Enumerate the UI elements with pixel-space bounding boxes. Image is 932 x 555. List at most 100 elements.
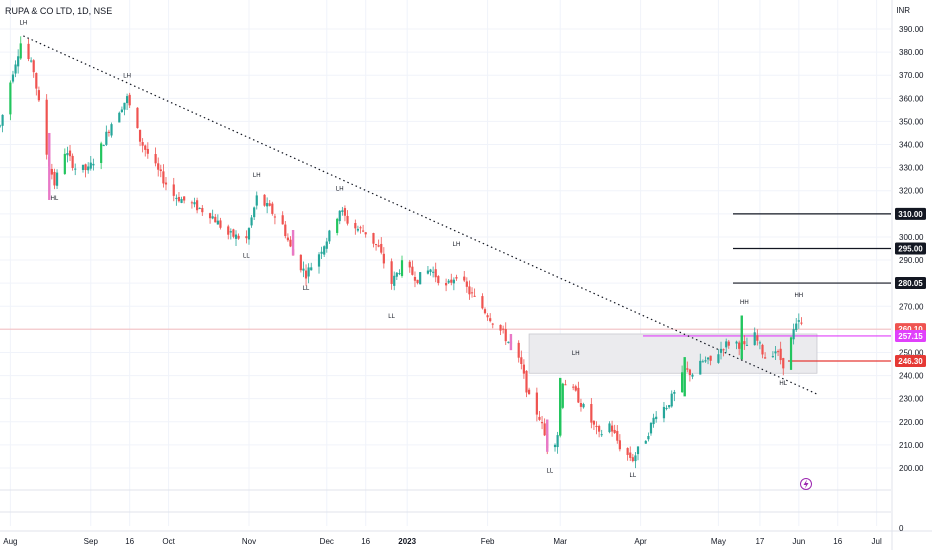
candle-body [45, 99, 48, 155]
candle-body [416, 279, 419, 284]
candle-body [268, 203, 271, 206]
candle-body [429, 269, 432, 272]
candle-body [662, 406, 666, 419]
candle-body [299, 254, 302, 271]
candle-body [317, 254, 321, 267]
candle-body [247, 228, 251, 240]
candle-body [273, 216, 277, 218]
candle-body [553, 444, 557, 448]
candle-body [509, 333, 513, 351]
candle-body [507, 341, 510, 343]
candle-body [30, 60, 33, 62]
candle-body [74, 168, 77, 170]
candle-body [245, 236, 248, 239]
candle-body [626, 448, 629, 455]
candle-body [761, 344, 764, 355]
candle-body [66, 153, 69, 156]
y-tick-label: 390.00 [899, 25, 924, 34]
candle-body [219, 220, 222, 228]
currency-label: INR [896, 6, 910, 15]
candle-body [216, 220, 219, 225]
candle-body [629, 452, 632, 458]
candle-body [717, 354, 720, 363]
candle-body [1, 114, 4, 126]
candle-body [704, 360, 707, 362]
swing-label: LL [629, 473, 636, 479]
candle-body [201, 208, 204, 213]
x-tick-label: Dec [320, 537, 334, 546]
candle-body [208, 213, 212, 219]
candle-body [725, 341, 728, 348]
candle-body [559, 377, 562, 436]
y-tick-label: 290.00 [899, 256, 924, 265]
candle-body [17, 56, 20, 67]
candle-body [561, 383, 564, 408]
x-tick-label: Jun [792, 537, 805, 546]
candle-body [649, 422, 653, 434]
y-tick-label: 370.00 [899, 71, 924, 80]
x-tick-label: 16 [361, 537, 370, 546]
candle-body [688, 369, 691, 376]
candle-body [634, 455, 637, 462]
candle-body [323, 246, 326, 255]
candle-body [610, 425, 614, 432]
swing-label: HH [740, 300, 749, 306]
candle-body [263, 194, 266, 206]
swing-label: LL [243, 254, 250, 260]
price-tag-label: 280.05 [898, 279, 923, 288]
candle-body [470, 292, 474, 294]
y-tick-label: 320.00 [899, 187, 924, 196]
swing-label: LH [20, 20, 28, 26]
x-tick-label: Feb [481, 537, 495, 546]
candle-body [691, 374, 694, 377]
candle-body [600, 434, 603, 436]
candle-body [289, 239, 292, 247]
candle-body [481, 296, 484, 309]
symbol-title: RUPA & CO LTD, 1D, NSE [5, 6, 113, 16]
swing-label: LL [546, 469, 553, 475]
swing-label: HL [51, 196, 59, 202]
x-tick-label: May [711, 537, 726, 546]
candle-body [792, 329, 795, 340]
candle-body [190, 202, 194, 204]
candle-body [432, 271, 435, 273]
candle-body [255, 195, 258, 206]
candle-body [37, 90, 41, 101]
candle-body [123, 102, 126, 110]
candle-body [11, 74, 15, 82]
candle-body [706, 357, 710, 360]
candle-body [525, 370, 528, 393]
candle-body [776, 351, 780, 353]
candle-body [564, 384, 567, 386]
candle-body [491, 323, 494, 325]
candle-body [286, 237, 289, 241]
candle-body [618, 440, 621, 450]
candle-body [590, 403, 593, 423]
candle-body [735, 341, 738, 344]
candle-body [310, 267, 313, 271]
x-tick-label: Sep [84, 537, 99, 546]
y-tick-label: 240.00 [899, 372, 924, 381]
candle-body [338, 210, 341, 222]
candle-body [343, 208, 347, 216]
candle-body [701, 361, 704, 363]
candle-body [19, 43, 22, 59]
swing-label: LH [572, 351, 580, 357]
candle-body [234, 234, 238, 239]
candle-body [743, 341, 746, 345]
candle-body [105, 131, 108, 145]
candle-body [284, 224, 287, 237]
candle-body [652, 417, 655, 425]
x-tick-label: Mar [553, 537, 567, 546]
candle-body [434, 269, 437, 278]
candle-body [668, 405, 671, 408]
candle-body [146, 148, 149, 154]
candle-body [266, 203, 269, 207]
candle-body [100, 143, 103, 163]
y-tick-label: 340.00 [899, 141, 924, 150]
candle-body [120, 109, 123, 113]
candle-body [579, 403, 583, 407]
y-tick-label: 230.00 [899, 395, 924, 404]
y-tick-label: 330.00 [899, 164, 924, 173]
